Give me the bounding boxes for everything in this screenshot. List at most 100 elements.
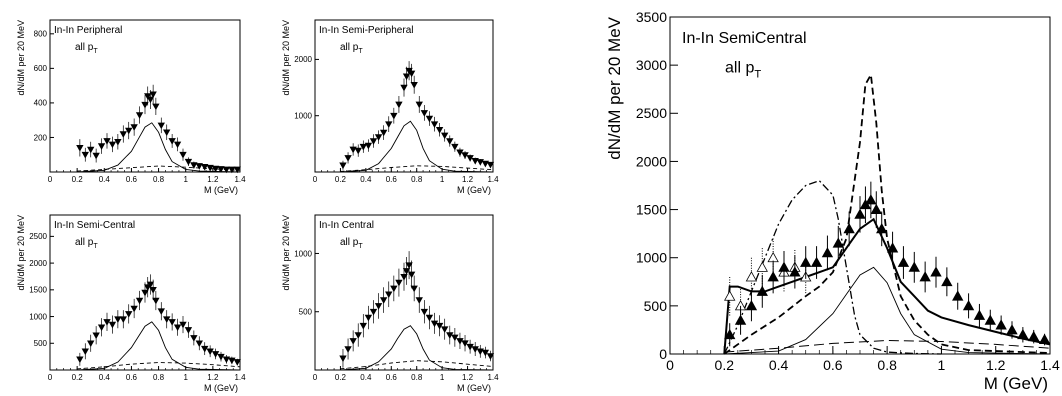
x-axis-label: M (GeV) <box>984 374 1048 393</box>
data-point <box>81 151 89 159</box>
x-tick-label: 0.4 <box>99 373 111 382</box>
data-point <box>114 138 122 146</box>
subtitle-subscript: T <box>93 243 98 250</box>
data-point <box>114 316 122 324</box>
x-tick-label: 1.2 <box>462 175 474 184</box>
filled-data-point <box>778 261 790 272</box>
data-point <box>222 166 231 174</box>
y-tick-label: 3000 <box>636 57 667 73</box>
data-point <box>415 101 423 109</box>
data-point <box>228 357 236 365</box>
data-point <box>379 297 388 304</box>
filled-data-point <box>995 319 1007 330</box>
data-point <box>233 359 241 366</box>
data-point <box>364 142 373 150</box>
data-point <box>420 308 429 316</box>
rho-curve <box>340 325 494 371</box>
data-point <box>152 103 160 111</box>
background-dashed-curve <box>77 165 241 172</box>
data-point <box>144 93 152 100</box>
panel-title: In-In Central <box>319 220 374 231</box>
data-point <box>385 291 393 299</box>
x-tick-label: 0.4 <box>769 357 789 373</box>
filled-data-point <box>756 285 768 296</box>
data-point <box>97 143 106 150</box>
data-point <box>349 146 357 154</box>
x-tick-label: 0.6 <box>126 175 138 184</box>
data-point <box>402 73 411 81</box>
dashed-curve <box>723 71 1051 355</box>
y-tick-label: 1000 <box>294 112 312 121</box>
subtitle-text: all p <box>75 237 94 248</box>
panel-title: In-In Semi-Peripheral <box>319 25 413 36</box>
data-point <box>125 311 133 318</box>
filled-data-point <box>973 309 986 320</box>
data-point <box>163 129 171 137</box>
panel-in-in-semi-peripheral: 0 0.2 0.4 0.6 0.8 1 1.2 1.4 1000 2000 M (GeV) dN/dM… <box>281 19 499 195</box>
x-tick-label: 0.2 <box>715 357 735 373</box>
filled-data-point <box>984 314 996 325</box>
y-tick-label: 2000 <box>636 153 667 169</box>
x-tick-label: 0 <box>313 373 318 382</box>
panel-in-in-semicentral-large: 0 0.2 0.4 0.6 0.8 1 1.2 1.4 0 500 1000 1500 2000 2500… <box>605 9 1060 393</box>
data-point <box>206 164 214 172</box>
data-point <box>233 166 241 174</box>
panel-subtitle: all pT <box>725 60 761 81</box>
data-point <box>430 121 439 128</box>
filled-data-point <box>865 194 877 205</box>
filled-data-point <box>734 314 747 325</box>
panel-subtitle: all pT <box>75 237 98 250</box>
data-point <box>146 96 155 104</box>
data-point <box>125 127 133 135</box>
data-point <box>476 348 484 356</box>
x-tick-label: 1.4 <box>234 175 246 184</box>
x-tick-label: 1.4 <box>487 175 499 184</box>
y-axis-label: dN/dM per 20 MeV <box>281 215 291 291</box>
data-point <box>76 145 84 152</box>
x-tick-label: 0.4 <box>360 175 372 184</box>
data-point <box>222 356 231 364</box>
data-point <box>486 353 495 360</box>
open-data-point <box>745 271 758 282</box>
x-tick-label: 0.2 <box>72 175 84 184</box>
data-point <box>339 162 347 170</box>
filled-data-point <box>1038 333 1051 344</box>
filled-data-point <box>941 275 953 287</box>
data-point <box>168 138 176 145</box>
data-point <box>217 353 225 361</box>
data-point <box>149 91 157 99</box>
data-point <box>441 326 449 334</box>
data-point <box>407 70 416 78</box>
data-point <box>179 321 187 329</box>
data-point <box>135 112 144 119</box>
data-point <box>420 110 429 117</box>
data-point <box>119 131 127 138</box>
x-tick-label: 1.2 <box>986 357 1006 373</box>
data-point <box>103 138 111 145</box>
filled-data-point <box>1028 330 1040 342</box>
y-tick-label: 2000 <box>294 55 312 64</box>
data-point <box>379 129 388 137</box>
x-tick-label: 0.2 <box>72 373 84 382</box>
data-point <box>103 319 111 326</box>
data-point <box>217 166 225 173</box>
data-point <box>476 159 484 166</box>
data-point <box>349 338 357 345</box>
data-point <box>395 101 403 109</box>
panel-in-in-peripheral: 0 0.2 0.4 0.6 0.8 1 1.2 1.4 200 400 600 800 M (GeV) d… <box>16 19 246 195</box>
data-point <box>451 143 459 151</box>
filled-data-point <box>854 208 866 219</box>
data-point <box>92 332 100 340</box>
data-point <box>163 316 171 324</box>
y-axis-label: dN/dM per 20 MeV <box>281 20 291 96</box>
x-tick-label: 0.8 <box>153 373 165 382</box>
data-point <box>395 279 403 287</box>
data-point <box>481 160 490 168</box>
data-point <box>456 338 464 345</box>
data-point <box>87 146 95 154</box>
filled-data-point <box>886 242 899 253</box>
data-point <box>441 132 449 140</box>
data-point <box>339 355 347 363</box>
x-tick-label: 1 <box>183 373 188 382</box>
data-point <box>486 161 495 169</box>
